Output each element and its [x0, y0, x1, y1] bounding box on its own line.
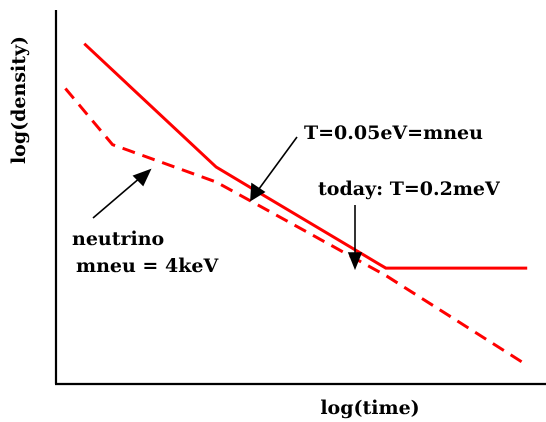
y-axis-label: log(density): [8, 36, 30, 164]
series-line-dashed: [64, 87, 529, 367]
arrow-neutrino: [92, 176, 142, 219]
arrow-mneu-transition-head: [250, 182, 266, 202]
annotation-arrows: [92, 136, 363, 271]
arrow-mneu-transition: [255, 136, 298, 194]
x-axis-label: log(time): [320, 397, 419, 419]
annotation-neutrino: neutrino: [72, 228, 164, 250]
arrow-neutrino-head: [132, 168, 152, 187]
arrow-today-head: [347, 252, 363, 271]
annotation-today: today: T=0.2meV: [318, 178, 501, 200]
series-line-solid: [83, 42, 528, 270]
annotation-mneu-transition: T=0.05eV=mneu: [304, 122, 483, 144]
annotation-mneu: mneu = 4keV: [76, 255, 219, 277]
